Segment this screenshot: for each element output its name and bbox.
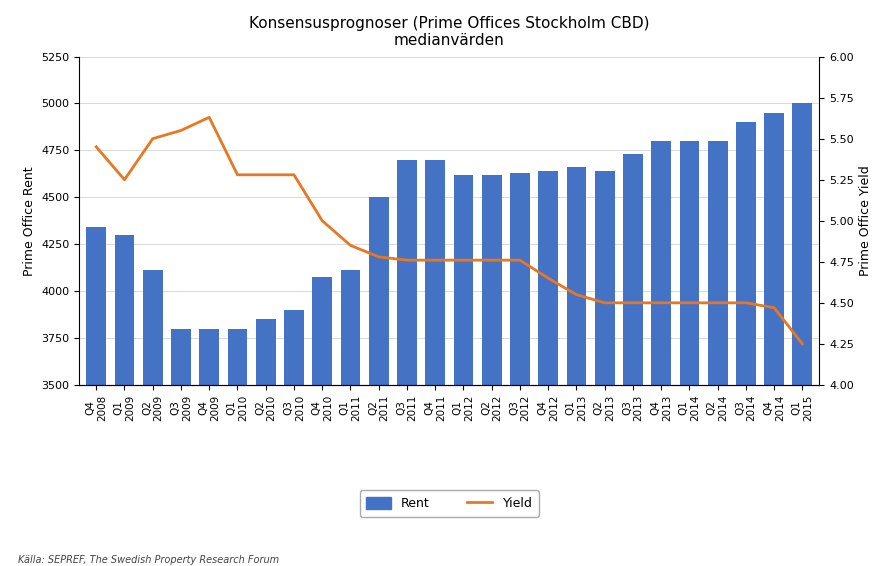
Title: Konsensusprognoser (Prime Offices Stockholm CBD)
medianvärden: Konsensusprognoser (Prime Offices Stockh… <box>249 16 649 49</box>
Bar <box>482 175 501 566</box>
Bar <box>284 310 304 566</box>
Bar <box>115 235 135 566</box>
Bar <box>313 277 332 566</box>
Bar <box>651 141 671 566</box>
Bar <box>510 173 529 566</box>
Bar <box>171 329 191 566</box>
Bar <box>227 329 248 566</box>
Y-axis label: Prime Office Rent: Prime Office Rent <box>23 166 36 276</box>
Bar <box>426 160 445 566</box>
Bar <box>679 141 700 566</box>
Text: Källa: SEPREF, The Swedish Property Research Forum: Källa: SEPREF, The Swedish Property Rese… <box>18 555 278 565</box>
Bar <box>595 171 615 566</box>
Bar <box>623 154 643 566</box>
Bar <box>707 141 728 566</box>
Legend: Rent, Yield: Rent, Yield <box>360 490 538 517</box>
Bar <box>341 271 360 566</box>
Bar <box>199 329 219 566</box>
Bar <box>736 122 756 566</box>
Bar <box>369 198 389 566</box>
Bar <box>397 160 417 566</box>
Bar <box>454 175 473 566</box>
Bar <box>764 113 784 566</box>
Bar <box>86 228 106 566</box>
Bar <box>143 271 163 566</box>
Bar <box>538 171 558 566</box>
Bar <box>793 104 812 566</box>
Bar <box>255 319 276 566</box>
Y-axis label: Prime Office Yield: Prime Office Yield <box>860 165 872 276</box>
Bar <box>566 168 586 566</box>
